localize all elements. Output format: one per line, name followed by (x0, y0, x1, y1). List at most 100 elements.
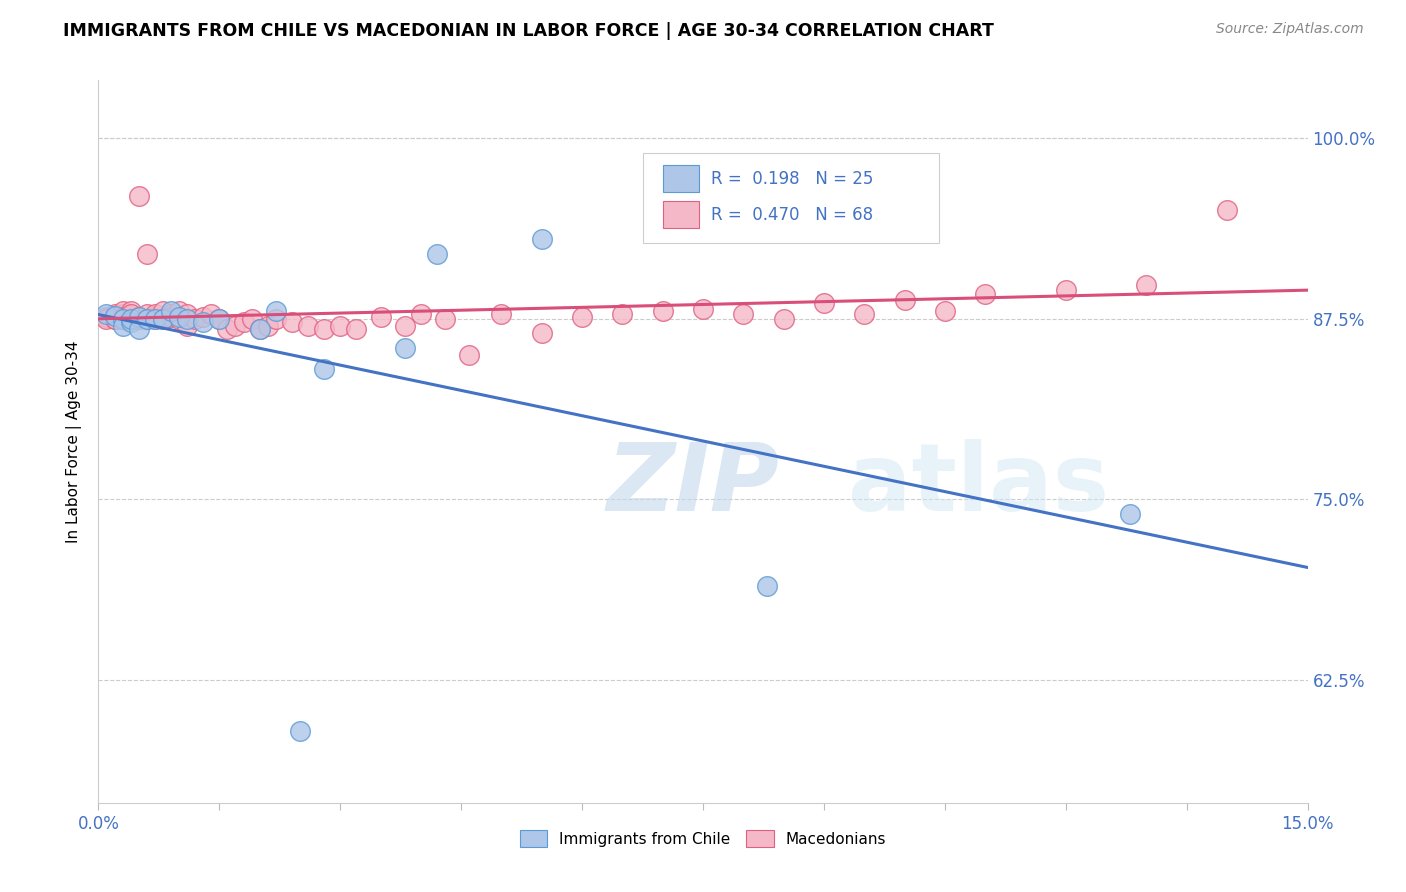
Point (974, 287, 997, 301)
Point (571, 310, 593, 325)
Legend: Immigrants from Chile, Macedonians: Immigrants from Chile, Macedonians (513, 824, 893, 853)
Point (135, 246, 157, 260)
Point (314, 322, 336, 336)
Point (772, 311, 794, 326)
Point (893, 293, 915, 307)
Point (128, 310, 150, 325)
Point (394, 341, 416, 355)
Point (692, 301, 714, 316)
Point (120, 310, 142, 325)
Point (344, 322, 367, 336)
Point (249, 322, 271, 336)
Point (135, 307, 157, 321)
Point (143, 311, 166, 326)
Point (314, 362, 336, 376)
Point (1119, 507, 1142, 521)
Point (152, 311, 174, 326)
Point (264, 304, 287, 318)
Point (103, 311, 125, 326)
Point (143, 307, 166, 321)
Point (111, 307, 134, 321)
Point (167, 310, 190, 325)
Point (193, 315, 215, 329)
Point (96, 311, 118, 326)
Point (329, 318, 352, 333)
Point (733, 307, 755, 321)
Point (458, 348, 481, 362)
Point (176, 307, 198, 321)
Point (111, 311, 134, 326)
Point (103, 307, 125, 321)
Bar (664, 165, 699, 193)
Point (96, 310, 118, 325)
Point (813, 295, 835, 310)
Bar (664, 201, 699, 228)
Point (249, 322, 271, 336)
Point (111, 304, 134, 318)
Point (756, 579, 779, 593)
Point (409, 307, 432, 321)
Point (224, 318, 246, 333)
Point (120, 307, 142, 321)
Point (612, 307, 634, 321)
Point (1135, 278, 1157, 293)
Point (281, 315, 304, 329)
Text: atlas: atlas (848, 439, 1109, 531)
Point (128, 189, 150, 203)
Point (1216, 203, 1239, 218)
Point (160, 310, 183, 325)
Point (176, 311, 198, 326)
FancyBboxPatch shape (643, 153, 939, 243)
Point (128, 322, 150, 336)
Point (111, 310, 134, 325)
Point (96, 307, 118, 321)
Point (103, 311, 125, 326)
Text: IMMIGRANTS FROM CHILE VS MACEDONIAN IN LABOR FORCE | AGE 30-34 CORRELATION CHART: IMMIGRANTS FROM CHILE VS MACEDONIAN IN L… (63, 22, 994, 40)
Point (193, 310, 215, 325)
Point (120, 304, 142, 318)
Point (167, 311, 190, 326)
Point (167, 304, 190, 318)
Point (176, 318, 198, 333)
Point (1054, 283, 1077, 297)
Point (135, 311, 157, 326)
Point (934, 304, 956, 318)
Point (120, 311, 142, 326)
Text: R =  0.470   N = 68: R = 0.470 N = 68 (711, 206, 873, 225)
Point (208, 311, 231, 326)
Text: R =  0.198   N = 25: R = 0.198 N = 25 (711, 170, 875, 188)
Point (111, 311, 134, 326)
Point (160, 307, 183, 321)
Point (530, 232, 553, 246)
Point (370, 310, 392, 325)
Point (152, 311, 174, 326)
Point (120, 311, 142, 326)
Point (394, 318, 416, 333)
Point (208, 311, 231, 326)
Text: Source: ZipAtlas.com: Source: ZipAtlas.com (1216, 22, 1364, 37)
Point (217, 322, 239, 336)
Point (240, 311, 263, 326)
Point (128, 310, 150, 325)
Point (651, 304, 673, 318)
Point (264, 311, 287, 326)
Point (143, 310, 166, 325)
Point (491, 307, 513, 321)
Point (160, 304, 183, 318)
Point (111, 311, 134, 326)
Point (530, 326, 553, 341)
Point (184, 311, 207, 326)
Point (120, 315, 142, 329)
Point (288, 723, 311, 738)
Point (256, 318, 278, 333)
Point (152, 304, 174, 318)
Point (426, 246, 449, 260)
Point (103, 309, 125, 323)
Point (128, 311, 150, 326)
Y-axis label: In Labor Force | Age 30-34: In Labor Force | Age 30-34 (66, 340, 83, 543)
Point (297, 318, 319, 333)
Text: ZIP: ZIP (606, 439, 779, 531)
Point (143, 311, 166, 326)
Point (434, 311, 457, 326)
Point (853, 307, 876, 321)
